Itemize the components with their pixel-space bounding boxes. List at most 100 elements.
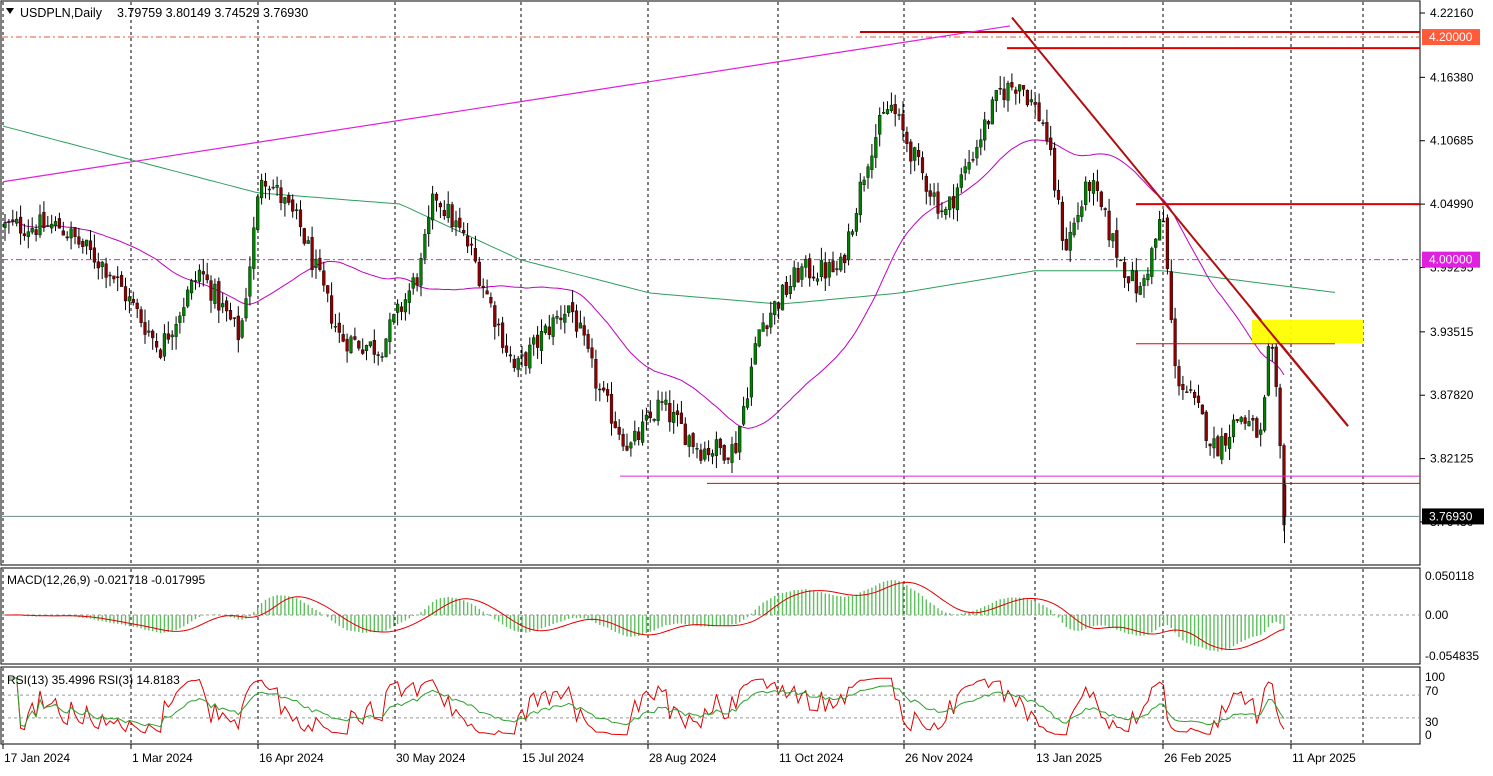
candle-body	[446, 203, 450, 218]
candle-body	[687, 435, 691, 447]
candle-body	[574, 310, 579, 332]
macd-panel[interactable]	[0, 567, 1421, 665]
candle-body	[983, 119, 987, 141]
candle-body	[563, 313, 567, 323]
candle-body	[201, 271, 205, 275]
candle-body	[217, 281, 221, 311]
candle-body	[539, 331, 544, 351]
candle-body	[1216, 436, 1220, 457]
candle-body	[862, 179, 866, 186]
candle-body	[1146, 273, 1150, 281]
candle-body	[1025, 89, 1029, 106]
candle-body	[796, 268, 800, 283]
candle-body	[3, 222, 7, 228]
candle-body	[271, 186, 275, 189]
time-label: 15 Jul 2024	[522, 751, 584, 765]
symbol-label: USDPLN,Daily	[20, 6, 103, 20]
level-4000-label: 4.00000	[1429, 253, 1473, 267]
candle-body	[302, 228, 306, 244]
candle-body	[1134, 270, 1138, 294]
candle-body	[893, 104, 897, 115]
price-tick-label: 4.22160	[1430, 6, 1474, 20]
macd-series	[5, 580, 1285, 652]
candle-body	[882, 111, 886, 114]
candle-body	[874, 137, 878, 158]
candle-body	[186, 289, 190, 307]
candle-body	[773, 301, 777, 315]
candle-body	[57, 218, 61, 229]
rsi-panel[interactable]	[0, 666, 1421, 745]
price-panel[interactable]	[0, 0, 1421, 566]
candle-body	[69, 228, 73, 239]
candle-body	[998, 87, 1002, 90]
candle-body	[944, 209, 948, 216]
candle-body	[458, 217, 462, 228]
candle-body	[450, 204, 454, 228]
candle-body	[780, 284, 785, 311]
candle-body	[256, 196, 260, 230]
candle-body	[1014, 89, 1018, 94]
candle-body	[337, 322, 341, 333]
candle-body	[629, 442, 633, 449]
rsi-tick-label: 70	[1425, 684, 1439, 698]
candle-body	[784, 282, 788, 295]
candle-body	[1243, 417, 1247, 424]
candle-body	[473, 248, 477, 262]
candle-body	[260, 179, 264, 199]
candle-body	[812, 276, 816, 279]
candle-body	[291, 199, 295, 212]
candle-body	[1247, 421, 1251, 427]
candle-body	[889, 104, 893, 111]
down-trendline-overlay	[1251, 309, 1349, 427]
candle-body	[590, 347, 594, 359]
candle-body	[1122, 262, 1127, 278]
candle-body	[792, 267, 796, 288]
candle-body	[819, 259, 823, 278]
candle-body	[753, 343, 757, 365]
candle-body	[1212, 438, 1216, 449]
candle-body	[924, 175, 928, 192]
candle-body	[178, 315, 182, 323]
triangle-down-icon[interactable]	[6, 8, 14, 14]
candle-body	[839, 256, 843, 271]
last-candle-body	[1282, 484, 1287, 517]
candle-body	[940, 210, 944, 213]
candle-body	[30, 227, 34, 233]
candle-body	[936, 191, 940, 214]
candle-body	[959, 174, 963, 188]
candle-body	[617, 426, 621, 435]
candle-body	[77, 236, 81, 245]
candle-body	[104, 263, 108, 278]
candle-body	[866, 166, 870, 178]
level-4200-badge	[1422, 29, 1480, 46]
candle-body	[197, 269, 201, 282]
candle-body	[423, 233, 427, 259]
price-tick-label: 4.04990	[1430, 197, 1474, 211]
candle-body	[765, 325, 769, 329]
candle-body	[380, 356, 384, 358]
candle-body	[442, 210, 446, 217]
candle-body	[800, 266, 804, 280]
candle-body	[322, 270, 326, 286]
candle-body	[1235, 419, 1239, 421]
candle-body	[986, 120, 991, 125]
current-price-label: 3.76930	[1429, 509, 1473, 523]
time-label: 17 Jan 2024	[4, 751, 70, 765]
candle-body	[1165, 217, 1169, 269]
candle-body	[221, 303, 225, 308]
price-tick-label: 3.93515	[1430, 325, 1474, 339]
candle-body	[994, 90, 998, 102]
candle-body	[1010, 82, 1014, 88]
candle-body	[1189, 389, 1193, 391]
candle-body	[955, 187, 959, 211]
candle-body	[532, 337, 536, 345]
candle-body	[679, 412, 683, 424]
candle-body	[870, 155, 874, 170]
time-label: 11 Apr 2025	[1292, 751, 1356, 765]
candle-body	[224, 300, 229, 312]
candle-body	[345, 338, 349, 352]
candle-body	[112, 275, 116, 280]
candle-body	[1084, 181, 1088, 205]
candle-body	[1161, 220, 1166, 223]
